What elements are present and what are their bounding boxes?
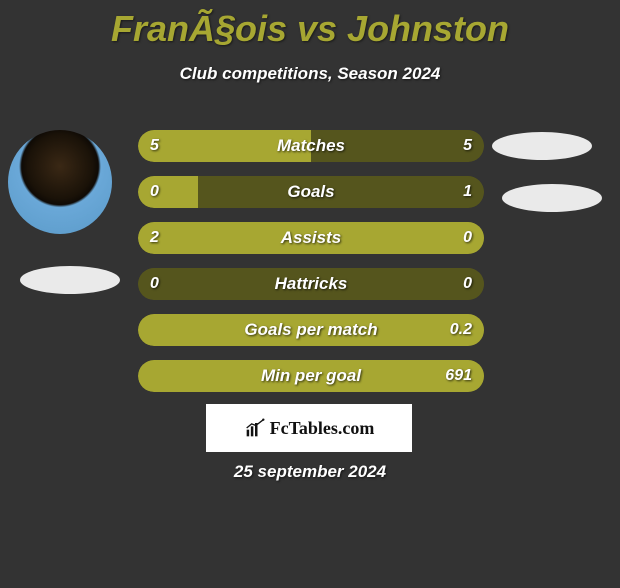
decor-ellipse-right-2 xyxy=(502,184,602,212)
stat-value-right: 0.2 xyxy=(450,314,472,346)
page-title: FranÃ§ois vs Johnston xyxy=(0,8,620,50)
stat-row: Assists2 0 xyxy=(138,222,484,254)
stat-label: Hattricks xyxy=(138,268,484,300)
stat-value-left: 5 xyxy=(150,130,159,162)
decor-ellipse-right-1 xyxy=(492,132,592,160)
stat-value-right: 0 xyxy=(463,222,472,254)
subtitle: Club competitions, Season 2024 xyxy=(0,64,620,84)
stat-value-right: 691 xyxy=(445,360,472,392)
stat-label: Matches xyxy=(138,130,484,162)
stat-value-right: 0 xyxy=(463,268,472,300)
stat-value-right: 1 xyxy=(463,176,472,208)
stat-row: Min per goal691 xyxy=(138,360,484,392)
player-avatar-left xyxy=(8,130,112,234)
stat-value-right: 5 xyxy=(463,130,472,162)
stat-value-left: 0 xyxy=(150,268,159,300)
stats-container: Matches55Goals01Assists20Hattricks00Goal… xyxy=(138,130,484,406)
stat-row: Goals per match0.2 xyxy=(138,314,484,346)
stat-label: Goals per match xyxy=(138,314,484,346)
stat-label: Goals xyxy=(138,176,484,208)
date-text: 25 september 2024 xyxy=(0,462,620,482)
stat-value-left: 0 xyxy=(150,176,159,208)
stat-label: Assists xyxy=(138,222,484,254)
stat-label: Min per goal xyxy=(138,360,484,392)
stat-row: Goals0 1 xyxy=(138,176,484,208)
stat-row: Hattricks0 0 xyxy=(138,268,484,300)
logo-text: FcTables.com xyxy=(270,418,375,439)
decor-ellipse-left xyxy=(20,266,120,294)
fctables-logo-icon xyxy=(244,418,266,438)
stat-value-left: 2 xyxy=(150,222,159,254)
stat-row: Matches5 5 xyxy=(138,130,484,162)
logo-box: FcTables.com xyxy=(206,404,412,452)
logo: FcTables.com xyxy=(244,418,375,439)
